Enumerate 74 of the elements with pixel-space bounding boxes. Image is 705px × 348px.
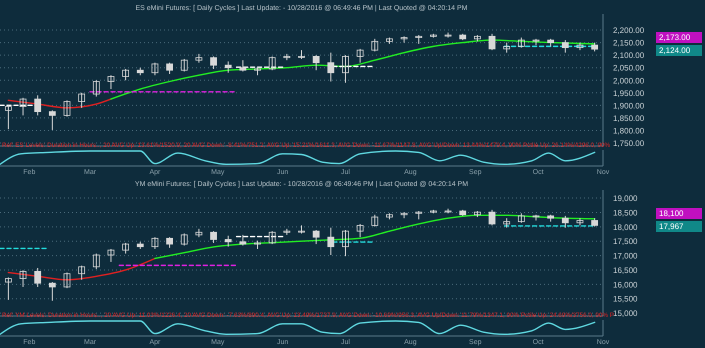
candlestick <box>239 234 246 246</box>
candlestick <box>210 230 217 244</box>
candlestick <box>152 236 158 250</box>
y-tick-label: 1,850.00 <box>613 114 645 123</box>
candlestick <box>166 236 173 248</box>
candlestick <box>562 40 569 54</box>
candlestick <box>92 253 100 270</box>
y-tick-label: 1,800.00 <box>613 126 645 136</box>
candlestick <box>166 62 173 74</box>
y-tick-label: 2,150.00 <box>613 38 645 48</box>
y-tick-label: 2,050.00 <box>613 64 645 73</box>
candlestick <box>180 232 188 246</box>
y-tick-label: 18,000 <box>613 222 638 232</box>
candlestick <box>239 60 246 72</box>
candlestick <box>20 270 26 288</box>
candlestick <box>108 74 114 90</box>
y-tick-label: 2,000.00 <box>613 76 645 86</box>
candlestick <box>210 56 217 70</box>
candlestick <box>152 62 158 76</box>
candlestick <box>518 212 525 224</box>
candlestick <box>371 214 378 228</box>
candlestick <box>48 282 56 302</box>
y-tick-label: 15,500 <box>613 294 638 304</box>
candlestick <box>488 209 496 226</box>
candlestick <box>4 276 12 300</box>
candlestick <box>20 97 26 116</box>
y-tick-label: 19,000 <box>613 194 638 204</box>
text: 2,173.00 <box>659 33 691 42</box>
y-tick-label: 16,500 <box>613 266 638 275</box>
candlestick <box>92 80 100 98</box>
candlestick <box>224 235 232 248</box>
candlestick <box>312 54 320 71</box>
y-tick-label: 15,000 <box>613 309 638 318</box>
candlestick <box>356 48 364 64</box>
text: 17,967 <box>659 222 684 231</box>
candlestick <box>342 54 349 84</box>
candlestick <box>78 92 86 108</box>
y-tick-label: 18,500 <box>613 208 638 218</box>
candlestick <box>48 110 56 130</box>
candlestick <box>34 267 42 288</box>
candlestick <box>122 242 130 254</box>
candlestick <box>562 215 569 228</box>
candlestick <box>64 272 70 289</box>
candlestick <box>34 94 42 116</box>
candlestick <box>122 68 130 81</box>
candlestick <box>268 56 276 71</box>
candlestick <box>503 218 510 228</box>
candlestick <box>327 227 334 256</box>
candlestick <box>356 223 364 238</box>
candlestick <box>180 58 188 72</box>
y-tick-label: 17,000 <box>613 252 638 261</box>
candlestick <box>224 60 232 74</box>
y-tick-label: 17,500 <box>613 237 638 246</box>
candlestick <box>312 229 320 245</box>
candlestick <box>4 104 12 130</box>
candlestick <box>78 265 86 280</box>
candlestick <box>371 38 378 52</box>
y-tick-label: 2,200.00 <box>613 26 645 36</box>
candlestick <box>503 42 510 54</box>
y-tick-label: 1,900.00 <box>613 101 645 110</box>
candlestick <box>327 52 334 82</box>
text: 2,124.00 <box>659 46 691 55</box>
y-tick-label: 1,750.00 <box>613 138 645 148</box>
candlestick <box>518 37 525 48</box>
candlestick <box>108 248 114 262</box>
y-tick-label: 2,100.00 <box>613 51 645 60</box>
candlestick <box>488 33 496 51</box>
text: 18,100 <box>659 209 684 218</box>
y-tick-label: 16,000 <box>613 280 638 290</box>
candlestick <box>342 229 349 257</box>
candlestick <box>268 230 276 245</box>
y-tick-label: 1,950.00 <box>613 88 645 98</box>
candlestick <box>64 100 70 118</box>
candlestick <box>415 210 422 220</box>
